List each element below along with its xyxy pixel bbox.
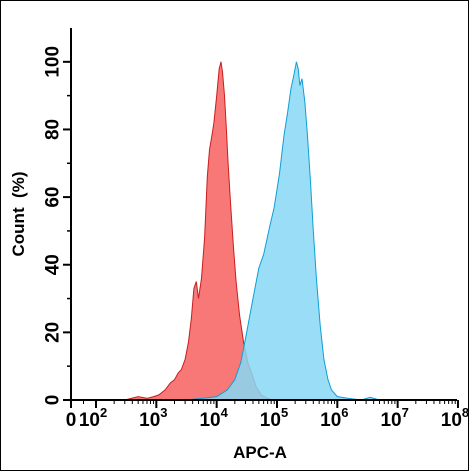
y-tick-label-20: 20 <box>43 322 64 343</box>
x-tick-label-100: 102 <box>79 405 107 431</box>
x-tick-label-10000: 104 <box>199 405 228 431</box>
y-tick-label-80: 80 <box>43 119 64 140</box>
series-layer <box>96 61 380 401</box>
y-tick-label-100: 100 <box>43 46 64 78</box>
x-tick-label-1000000: 106 <box>320 405 348 431</box>
y-tick-label-0: 0 <box>43 395 64 406</box>
x-tick-label-100000: 105 <box>260 405 288 431</box>
axes-layer <box>63 28 459 408</box>
y-tick-label-40: 40 <box>43 254 64 275</box>
x-tick-label-0: 0 <box>66 410 77 431</box>
series-2-area <box>185 61 380 401</box>
x-tick-label-10000000: 107 <box>380 405 408 431</box>
x-tick-label-1000: 103 <box>139 405 167 431</box>
y-tick-label-60: 60 <box>43 187 64 208</box>
x-tick-label-100000000: 108 <box>441 405 469 431</box>
x-axis-title: APC-A <box>233 443 287 462</box>
y-axis-title: Count (%) <box>9 172 28 257</box>
